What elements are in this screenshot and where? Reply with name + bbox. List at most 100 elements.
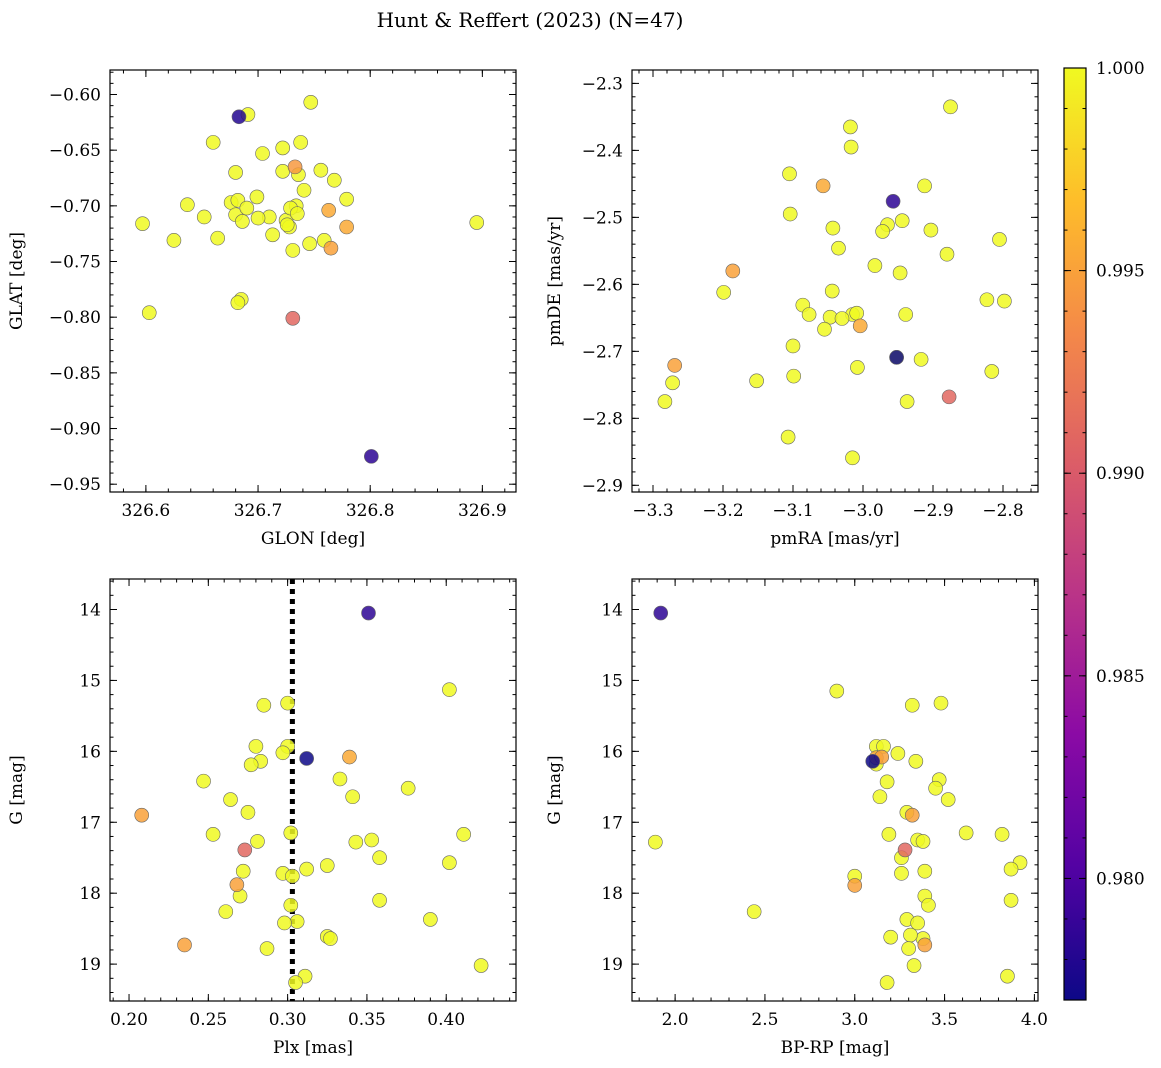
x-tick-label: 0.20 [110,1010,148,1030]
data-point [275,140,291,156]
data-point [223,792,238,807]
data-point [302,236,317,251]
data-point [845,450,860,466]
data-point [469,215,485,230]
data-point [303,94,319,110]
data-point [229,877,245,892]
data-point [280,695,295,711]
y-tick-label: 16 [79,742,101,762]
data-point [285,243,301,258]
y-axis-label: G [mag] [545,755,565,824]
y-tick-label: 18 [601,884,623,904]
data-point [249,189,265,205]
data-point [1003,892,1019,908]
data-point [473,958,489,973]
y-tick-label: −2.3 [582,74,623,94]
data-point [283,897,299,913]
data-point [910,915,925,931]
x-tick-label: 326.6 [122,501,171,521]
data-point [915,834,931,849]
panel-pmra_pmde: −3.3 −3.2 −3.1 −3.0 −2.9 −2.8 −2.9 −2.8 −2.7 −2.6… [545,69,1039,549]
data-point [901,941,916,956]
data-point [456,827,471,842]
data-point [997,293,1012,309]
data-point [917,937,933,953]
data-point [319,858,335,873]
data-point [843,119,858,135]
x-tick-label: 2.0 [662,1010,689,1030]
data-point [288,975,303,990]
data-point [913,352,929,367]
data-point [928,780,943,796]
panel-glon_glat: 326.6 326.7 326.8 326.9 −0.95 −0.90 −0.85 −0.80… [7,69,517,549]
data-point [801,307,817,322]
y-tick-label: 15 [79,671,101,691]
data-point [299,751,314,766]
y-tick-label: 15 [601,671,623,691]
data-point [782,166,797,182]
data-point [277,915,292,931]
data-point [1003,861,1019,877]
data-point [248,739,264,754]
y-tick-label: 17 [601,813,623,833]
x-tick-label: 3.0 [841,1010,868,1030]
data-point [746,904,762,919]
y-tick-label: 18 [79,884,101,904]
data-point [847,878,863,893]
y-tick-label: 16 [601,742,623,762]
data-point [177,937,192,953]
data-point [917,178,932,194]
y-tick-label: −0.80 [49,308,101,328]
data-point [786,368,802,384]
x-tick-label: −3.0 [842,501,883,521]
data-point [235,214,250,229]
data-point [940,792,956,807]
y-tick-label: 14 [601,600,623,620]
data-point [899,394,915,409]
data-point [933,695,949,711]
data-point [984,364,1000,379]
data-point [332,771,348,787]
data-point [716,285,732,300]
data-point [230,295,246,311]
data-point [872,789,888,805]
data-point [348,834,364,850]
data-point [205,827,221,842]
colorbar-tick-label: 1.000 [1096,59,1145,79]
y-tick-label: −0.65 [49,141,101,161]
data-point [648,834,663,850]
x-tick-label: 2.5 [751,1010,778,1030]
data-point [250,834,265,849]
data-point [894,213,910,229]
data-point [979,292,995,308]
data-point [725,263,741,279]
data-point [372,892,387,908]
y-tick-label: 14 [79,600,101,620]
data-point [134,807,150,823]
data-point [834,311,850,326]
data-point [135,216,150,231]
data-point [285,868,300,884]
x-tick-label: −2.8 [982,501,1023,521]
panel-bprp_g: 2.0 2.5 3.0 3.5 4.0 14 15 16 17 18 19 BP-RP [mag] G … [545,578,1048,1058]
data-point [921,897,936,913]
x-axis-label: BP-RP [mag] [781,1038,890,1058]
data-point [321,202,337,218]
y-tick-label: −2.9 [582,476,623,496]
data-point [313,162,329,178]
data-point [850,360,865,375]
data-point [361,605,376,621]
data-point [196,209,212,225]
data-point [166,233,182,248]
y-tick-label: 19 [79,955,101,975]
data-point [323,931,338,946]
data-point [908,753,924,769]
data-point [287,159,303,175]
colorbar-fill [1064,68,1086,1000]
data-point [904,697,920,713]
x-tick-label: −3.3 [632,501,673,521]
data-point [293,135,308,150]
data-point [852,318,868,334]
x-axis-label: Plx [mas] [273,1038,353,1058]
scatter-panels: 326.6 326.7 326.8 326.9 −0.95 −0.90 −0.85 −0.80… [7,69,1048,1058]
